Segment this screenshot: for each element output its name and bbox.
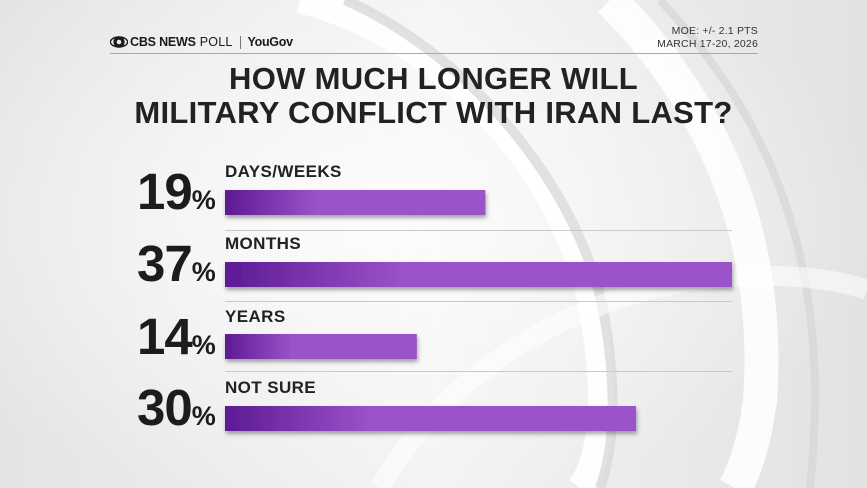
- category-label: DAYS/WEEKS: [225, 162, 342, 181]
- poll-info: MOE: +/- 2.1 PTS MARCH 17-20, 2026: [657, 25, 758, 51]
- value-unit: %: [191, 330, 216, 360]
- poll-dates: MARCH 17-20, 2026: [657, 38, 758, 50]
- value-label: 14%: [137, 309, 216, 365]
- value-number: 30: [137, 379, 193, 436]
- value-label: 30%: [137, 380, 216, 436]
- value-label: 37%: [137, 236, 216, 292]
- bar-row-months: 37% MONTHS: [0, 234, 867, 304]
- value-number: 14: [137, 308, 193, 365]
- category-label: NOT SURE: [225, 378, 317, 397]
- row-divider: [225, 371, 732, 372]
- partner-name: YouGov: [247, 35, 294, 49]
- cbs-eye-icon: [110, 36, 128, 48]
- category-label: MONTHS: [225, 234, 302, 253]
- brand-separator: [239, 35, 241, 49]
- value-number: 19: [137, 163, 193, 220]
- bar-row-not-sure: 30% NOT SURE: [0, 378, 867, 448]
- bar-row-days-weeks: 19% DAYS/WEEKS: [0, 162, 867, 232]
- chart-title-line-2: MILITARY CONFLICT WITH IRAN LAST?: [134, 95, 733, 130]
- row-divider: [225, 230, 732, 231]
- margin-of-error: MOE: +/- 2.1 PTS: [671, 25, 758, 37]
- header-rule: [110, 53, 758, 54]
- chart-title: HOW MUCH LONGER WILL MILITARY CONFLICT W…: [0, 62, 867, 130]
- value-number: 37: [137, 235, 193, 292]
- bar-row-years: 14% YEARS: [0, 307, 867, 377]
- value-unit: %: [191, 257, 216, 287]
- chart-title-line-1: HOW MUCH LONGER WILL: [229, 61, 638, 96]
- brand-name: CBS NEWS: [130, 35, 196, 49]
- category-label: YEARS: [225, 307, 286, 326]
- row-divider: [225, 301, 732, 302]
- value-unit: %: [191, 401, 216, 431]
- brand-poll: POLL: [199, 35, 233, 49]
- value-label: 19%: [137, 164, 216, 220]
- brand-logo: CBS NEWS POLL YouGov: [110, 34, 293, 50]
- value-unit: %: [191, 185, 216, 215]
